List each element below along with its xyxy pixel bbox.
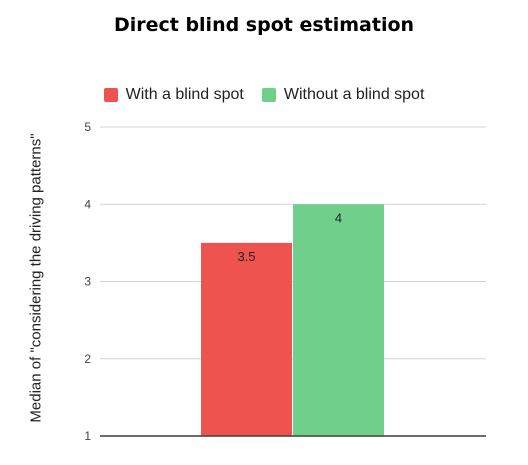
legend-item-without-blind-spot[interactable]: Without a blind spot — [261, 86, 425, 104]
legend-swatch-without-blind-spot — [261, 88, 276, 102]
legend-swatch-with-blind-spot — [103, 88, 118, 102]
legend-label-with-blind-spot: With a blind spot — [125, 86, 244, 103]
legend: With a blind spot Without a blind spot — [0, 86, 528, 104]
bar-with-blind-spot — [201, 242, 292, 436]
data-label-with-blind-spot: 3.5 — [237, 249, 255, 264]
chart-title: Direct blind spot estimation — [113, 14, 415, 36]
y-tick-label-3: 3 — [84, 275, 91, 289]
bar-without-blind-spot — [293, 204, 384, 436]
data-label-without-blind-spot: 4 — [335, 210, 342, 225]
y-tick-label-2: 2 — [84, 352, 91, 366]
y-tick-label-4: 4 — [84, 197, 91, 211]
legend-label-without-blind-spot: Without a blind spot — [283, 86, 425, 103]
y-tick-label-5: 5 — [84, 120, 91, 134]
legend-item-with-blind-spot[interactable]: With a blind spot — [103, 86, 244, 104]
y-tick-label-1: 1 — [84, 429, 91, 443]
